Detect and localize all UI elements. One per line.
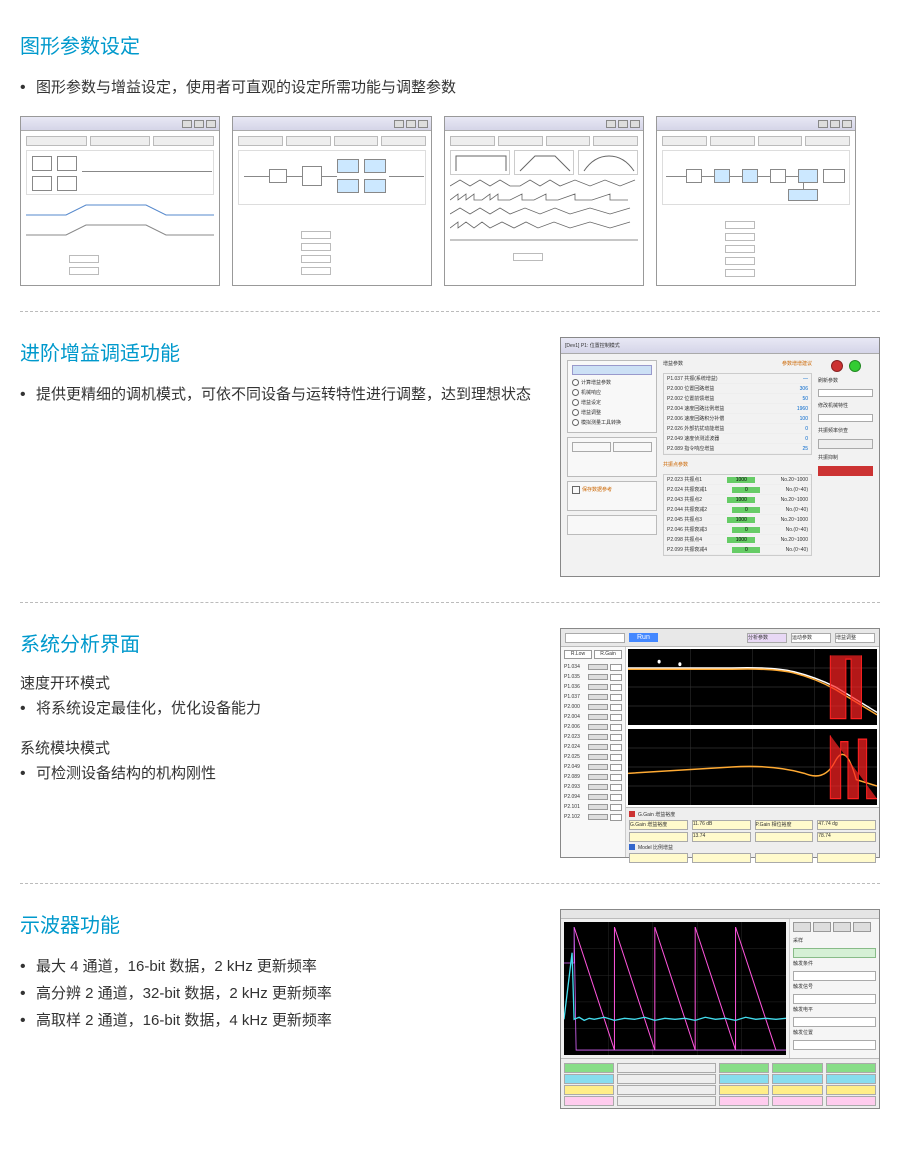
radio-option[interactable]: 模拟测量工具转换 <box>572 418 652 427</box>
section1-bullet-0: 图形参数与增益设定，使用者可直观的设定所需功能与调整参数 <box>20 74 880 101</box>
bode-param-row: P2.006 <box>564 722 622 732</box>
scope-tool-button[interactable] <box>793 922 811 932</box>
section4-title: 示波器功能 <box>20 909 540 938</box>
bode-toolbar: Run 分析参数 运动参数 增益调整 <box>561 629 879 647</box>
divider-2 <box>20 602 880 603</box>
close-icon <box>206 120 216 128</box>
section4-bullet-0: 最大 4 通道，16-bit 数据，2 kHz 更新频率 <box>20 953 540 980</box>
bode-param-row: P2.004 <box>564 712 622 722</box>
section3-sub2: 系统模块模式 <box>20 737 540 758</box>
bode-param-row: P2.101 <box>564 802 622 812</box>
max-icon <box>194 120 204 128</box>
red-indicator <box>818 466 873 476</box>
bode-magnitude-plot <box>628 649 877 725</box>
bode-param-row: P2.089 <box>564 772 622 782</box>
led-red-icon <box>831 360 843 372</box>
scope-toolbar <box>561 910 879 919</box>
mini-window-1 <box>20 116 220 286</box>
radio-option[interactable]: 增益调整 <box>572 408 652 417</box>
gain-tuning-dialog: [Dev1] P1: 位置控制模式 计算增益参数 机械响应 增益设定 增益调整 … <box>560 337 880 577</box>
bode-param-row: P2.000 <box>564 702 622 712</box>
channel-4[interactable] <box>564 1096 614 1106</box>
radio-option[interactable]: 增益设定 <box>572 398 652 407</box>
bode-phase-plot <box>628 729 877 805</box>
bode-param-panel: R.LowR.Gain P1.034P1.035P1.036P1.037P2.0… <box>561 647 626 857</box>
section2-title: 进阶增益调适功能 <box>20 337 540 366</box>
bode-analyzer-window: Run 分析参数 运动参数 增益调整 R.LowR.Gain P1.034P1.… <box>560 628 880 858</box>
section4-bullet-1: 高分辨 2 通道，32-bit 数据，2 kHz 更新频率 <box>20 980 540 1007</box>
radio-option[interactable]: 计算增益参数 <box>572 378 652 387</box>
dialog2-titlebar: [Dev1] P1: 位置控制模式 <box>561 338 879 354</box>
section3-bullet2-0: 可检测设备结构的机构刚性 <box>20 760 540 787</box>
oscilloscope-window: 采样 触发条件 触发信号 触发电平 触发位置 <box>560 909 880 1109</box>
led-green-icon <box>849 360 861 372</box>
min-icon <box>182 120 192 128</box>
channel-1[interactable] <box>564 1063 614 1073</box>
bode-param-row: P2.025 <box>564 752 622 762</box>
section3-title: 系统分析界面 <box>20 628 540 657</box>
channel-3[interactable] <box>564 1085 614 1095</box>
bode-param-row: P1.035 <box>564 672 622 682</box>
mini-window-3 <box>444 116 644 286</box>
bode-param-row: P2.049 <box>564 762 622 772</box>
radio-option[interactable]: 机械响应 <box>572 388 652 397</box>
section2-bullet-0: 提供更精细的调机模式，可依不同设备与运转特性进行调整，达到理想状态 <box>20 381 540 408</box>
four-windows-row <box>20 116 880 286</box>
bode-param-row: P2.024 <box>564 742 622 752</box>
mini-body <box>21 131 219 285</box>
bode-param-row: P2.094 <box>564 792 622 802</box>
mini-titlebar <box>21 117 219 131</box>
bode-param-row: P2.093 <box>564 782 622 792</box>
param-table-2: P2.023 共振点11000No.20~1000 P2.024 共振衰减10N… <box>663 474 812 556</box>
channel-2[interactable] <box>564 1074 614 1084</box>
dialog2-title-text: [Dev1] P1: 位置控制模式 <box>565 342 620 349</box>
mini-window-2 <box>232 116 432 286</box>
run-button[interactable]: Run <box>629 633 658 642</box>
scope-channel-controls <box>561 1058 879 1108</box>
divider-1 <box>20 311 880 312</box>
section-system-analysis: 系统分析界面 速度开环模式 将系统设定最佳化，优化设备能力 系统模块模式 可检测… <box>20 628 880 858</box>
dialog2-left-panel: 计算增益参数 机械响应 增益设定 增益调整 模拟测量工具转换 保存数据参考 <box>567 360 657 570</box>
section1-title: 图形参数设定 <box>20 30 880 59</box>
section3-bullet1-0: 将系统设定最佳化，优化设备能力 <box>20 695 540 722</box>
bode-param-row: P2.102 <box>564 812 622 822</box>
bode-controls: G.Gain 增益裕度 G.Gain 增益裕度11.76 dB P.Gain 相… <box>626 807 879 857</box>
bode-param-row: P1.037 <box>564 692 622 702</box>
section4-bullet-2: 高取样 2 通道，16-bit 数据，4 kHz 更新频率 <box>20 1007 540 1034</box>
wave-svg <box>26 200 214 250</box>
mini-window-4 <box>656 116 856 286</box>
scope-side-panel: 采样 触发条件 触发信号 触发电平 触发位置 <box>789 919 879 1058</box>
divider-3 <box>20 883 880 884</box>
bode-param-row: P2.023 <box>564 732 622 742</box>
section-advanced-gain: 进阶增益调适功能 提供更精细的调机模式，可依不同设备与运转特性进行调整，达到理想… <box>20 337 880 577</box>
block-diagram <box>26 150 214 195</box>
section-oscilloscope: 示波器功能 最大 4 通道，16-bit 数据，2 kHz 更新频率 高分辨 2… <box>20 909 880 1109</box>
section-graphics-params: 图形参数设定 图形参数与增益设定，使用者可直观的设定所需功能与调整参数 <box>20 30 880 286</box>
bode-param-row: P1.036 <box>564 682 622 692</box>
waveforms-svg <box>450 178 638 248</box>
section1-bullets: 图形参数与增益设定，使用者可直观的设定所需功能与调整参数 <box>20 74 880 101</box>
scope-plot <box>564 922 786 1055</box>
section3-sub1: 速度开环模式 <box>20 672 540 693</box>
param-table-1: P1.037 共振(系统增益)— P2.000 位置回路增益306 P2.002… <box>663 373 812 455</box>
bode-param-row: P1.034 <box>564 662 622 672</box>
